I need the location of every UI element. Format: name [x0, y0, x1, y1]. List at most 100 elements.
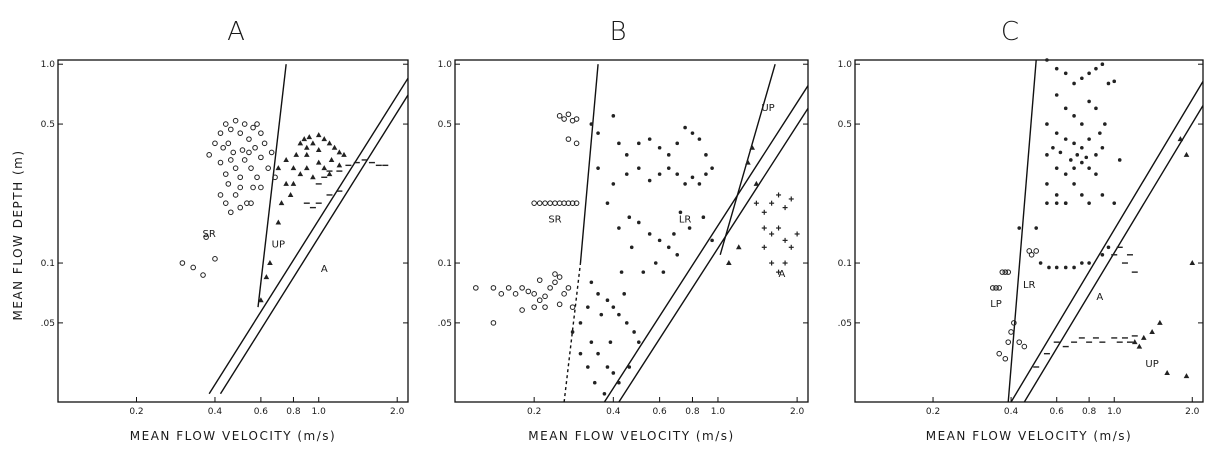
- x-tick-label: 0.8: [1082, 407, 1097, 417]
- data-point-lp: [1021, 343, 1028, 350]
- data-point-up: [310, 174, 316, 180]
- data-point-lr: [1072, 182, 1076, 186]
- series-lr: [570, 114, 714, 396]
- region-label-up: UP: [1145, 359, 1158, 370]
- data-point-a: [769, 200, 775, 206]
- x-tick-label: 2.0: [1185, 407, 1200, 417]
- data-point-lr: [624, 321, 629, 325]
- series-lp: [989, 248, 1039, 362]
- plot-frame: [57, 59, 409, 403]
- y-tick-label: 0.5: [438, 120, 452, 130]
- data-point-up: [753, 180, 760, 186]
- data-point-lr: [1072, 81, 1076, 86]
- x-tick-label: 1.0: [1107, 407, 1122, 417]
- data-point-sr: [206, 152, 212, 158]
- data-point-sr: [498, 291, 505, 297]
- x-axis-label: MEAN FLOW VELOCITY (m/s): [926, 429, 1132, 443]
- data-point-sr: [217, 130, 224, 136]
- x-tick-label: 0.4: [606, 407, 621, 417]
- data-point-sr: [246, 136, 252, 142]
- data-point-lr: [1106, 245, 1111, 250]
- data-point-lr: [1038, 261, 1043, 265]
- data-point-lr: [1063, 137, 1068, 141]
- data-point-a: [788, 196, 794, 202]
- data-point-lp: [1028, 252, 1035, 258]
- data-point-sr: [542, 293, 548, 300]
- data-point-up: [1157, 319, 1163, 325]
- data-point-lr: [1094, 172, 1098, 176]
- data-point-sr: [222, 121, 229, 127]
- data-point-sr: [258, 154, 264, 161]
- data-point-a: [788, 244, 794, 250]
- data-point-lr: [710, 166, 714, 170]
- data-point-lr: [589, 280, 594, 285]
- data-point-lr: [697, 182, 702, 186]
- data-point-sr: [230, 149, 237, 156]
- region-label-a: A: [1096, 292, 1103, 303]
- data-point-lr: [619, 270, 624, 274]
- data-point-up: [1189, 260, 1196, 266]
- data-point-lr: [624, 153, 629, 157]
- data-point-lr: [596, 292, 600, 296]
- data-point-up: [735, 244, 742, 250]
- data-point-sr: [490, 320, 497, 326]
- data-point-lr: [1047, 265, 1051, 270]
- data-point-lr: [661, 270, 666, 274]
- x-axis-label: MEAN FLOW VELOCITY (m/s): [528, 429, 734, 443]
- data-point-sr: [246, 149, 252, 156]
- data-point-lr: [657, 238, 662, 243]
- data-point-lr: [1069, 158, 1073, 162]
- data-point-lr: [697, 137, 702, 141]
- data-point-lr: [647, 232, 652, 236]
- data-point-lr: [1094, 66, 1098, 71]
- data-point-lr: [586, 365, 590, 369]
- data-point-sr: [556, 113, 563, 119]
- data-point-lr: [666, 153, 671, 157]
- x-tick-label: 0.6: [652, 407, 667, 417]
- data-point-up: [258, 297, 264, 303]
- data-point-a: [782, 237, 788, 243]
- data-point-up: [290, 180, 297, 186]
- data-point-lr: [678, 210, 683, 215]
- data-point-sr: [212, 256, 218, 262]
- data-point-lr: [653, 261, 658, 265]
- y-tick-label: 0.1: [41, 259, 55, 269]
- data-point-sr: [252, 144, 258, 151]
- data-point-lp: [993, 285, 999, 291]
- data-point-up: [1164, 369, 1170, 375]
- x-tick-label: 0.4: [1004, 407, 1019, 417]
- series-sr: [179, 117, 278, 278]
- series-a: [1033, 246, 1138, 368]
- data-point-up: [263, 274, 270, 280]
- series-up: [258, 132, 347, 303]
- data-point-lr: [1094, 106, 1098, 111]
- data-point-sr: [569, 304, 576, 310]
- data-point-lr: [1100, 62, 1105, 67]
- data-point-up: [303, 144, 310, 150]
- data-point-up: [275, 219, 282, 225]
- data-point-sr: [536, 200, 543, 206]
- data-point-lr: [1034, 226, 1038, 230]
- plot-frame: [854, 59, 1204, 403]
- data-point-lp: [1026, 248, 1033, 254]
- data-point-up: [326, 171, 333, 177]
- data-point-lr: [602, 391, 607, 396]
- y-tick-label: 0.1: [438, 259, 452, 269]
- data-point-lr: [636, 141, 641, 146]
- y-tick-label: 1.0: [838, 60, 853, 70]
- data-point-sr: [241, 121, 248, 127]
- data-point-sr: [217, 159, 224, 166]
- data-point-sr: [552, 271, 558, 277]
- data-point-sr: [212, 140, 218, 147]
- x-tick-label: 0.8: [286, 407, 301, 417]
- data-point-a: [753, 200, 759, 206]
- data-point-sr: [239, 147, 246, 153]
- data-point-lr: [683, 182, 687, 186]
- data-point-lr: [704, 153, 708, 157]
- data-point-a: [761, 244, 767, 250]
- x-tick-label: 1.0: [711, 407, 726, 417]
- data-point-lr: [1017, 226, 1022, 230]
- panel-title: B: [609, 17, 626, 47]
- data-point-sr: [556, 200, 563, 206]
- data-point-lr: [1072, 114, 1076, 118]
